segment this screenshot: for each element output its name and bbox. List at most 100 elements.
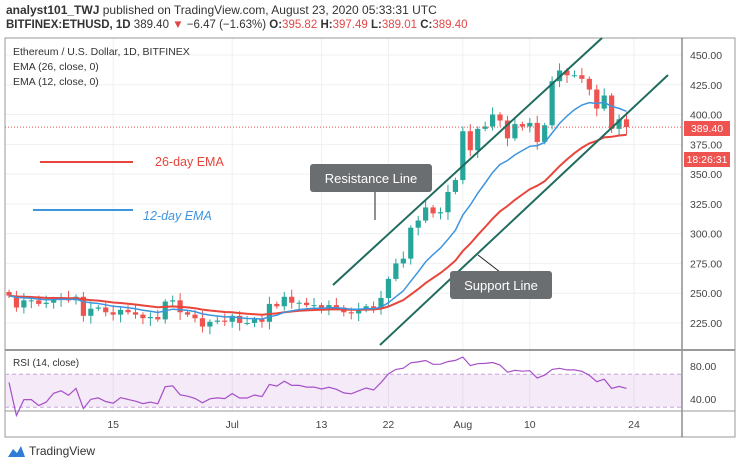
candle[interactable] bbox=[542, 122, 548, 145]
candle-body bbox=[259, 319, 265, 322]
candle[interactable] bbox=[356, 302, 362, 322]
candle[interactable] bbox=[13, 290, 20, 312]
candle[interactable] bbox=[259, 314, 265, 328]
candle[interactable] bbox=[527, 118, 533, 133]
y-tick-label: 275.00 bbox=[690, 258, 722, 270]
candle[interactable] bbox=[28, 297, 34, 309]
candle-body bbox=[132, 312, 139, 315]
candle-body bbox=[326, 305, 332, 308]
candle[interactable] bbox=[274, 301, 280, 309]
resistance-label: Resistance Line bbox=[325, 171, 418, 186]
candle-body bbox=[579, 75, 585, 79]
candle-body bbox=[512, 124, 518, 139]
candle-body bbox=[110, 312, 116, 315]
candle[interactable] bbox=[460, 126, 466, 185]
candle[interactable] bbox=[95, 305, 101, 312]
candle[interactable] bbox=[207, 319, 213, 335]
candle[interactable] bbox=[467, 124, 473, 157]
candle[interactable] bbox=[445, 184, 451, 220]
candle-body bbox=[170, 300, 176, 302]
candle[interactable] bbox=[385, 276, 392, 306]
author[interactable]: analyst101_TWJ bbox=[6, 3, 100, 17]
candle[interactable] bbox=[408, 225, 414, 265]
candle[interactable] bbox=[549, 76, 555, 130]
l-label: L: bbox=[370, 19, 382, 31]
candle[interactable] bbox=[400, 251, 406, 268]
candle[interactable] bbox=[237, 311, 243, 331]
y-tick-label: 375.00 bbox=[690, 139, 722, 151]
candle[interactable] bbox=[304, 297, 310, 308]
candle[interactable] bbox=[281, 292, 287, 311]
countdown-text: 18:26:31 bbox=[687, 154, 728, 166]
candle[interactable] bbox=[616, 114, 622, 135]
candle[interactable] bbox=[623, 112, 630, 135]
candle[interactable] bbox=[214, 315, 220, 325]
candle[interactable] bbox=[244, 315, 250, 326]
candle[interactable] bbox=[497, 112, 503, 127]
candle[interactable] bbox=[118, 307, 124, 323]
rsi-tick-label: 80.00 bbox=[690, 361, 716, 373]
candle[interactable] bbox=[311, 297, 317, 310]
candle[interactable] bbox=[512, 116, 518, 141]
candle[interactable] bbox=[296, 300, 302, 311]
candle[interactable] bbox=[222, 313, 228, 326]
candle[interactable] bbox=[370, 301, 377, 313]
candle[interactable] bbox=[393, 258, 399, 282]
candle-body bbox=[147, 317, 153, 319]
candle-body bbox=[140, 314, 146, 319]
candle-body bbox=[28, 300, 34, 302]
candle[interactable] bbox=[65, 290, 72, 303]
candle[interactable] bbox=[594, 84, 600, 117]
candle[interactable] bbox=[571, 70, 578, 78]
support-label-box[interactable] bbox=[450, 271, 552, 299]
candle[interactable] bbox=[452, 177, 458, 195]
candle[interactable] bbox=[132, 305, 139, 319]
candle[interactable] bbox=[490, 107, 496, 131]
publish-text: published on TradingView.com, August 23,… bbox=[102, 3, 437, 17]
candle-body bbox=[155, 317, 161, 320]
candle[interactable] bbox=[579, 68, 585, 83]
candle[interactable] bbox=[534, 115, 540, 150]
candle-body bbox=[393, 263, 399, 279]
y-tick-label: 300.00 bbox=[690, 229, 722, 241]
candle[interactable] bbox=[140, 312, 146, 325]
candle[interactable] bbox=[601, 88, 607, 111]
candle-body bbox=[103, 307, 109, 313]
candle-body bbox=[534, 122, 540, 142]
support-trendline[interactable] bbox=[379, 74, 669, 346]
candle[interactable] bbox=[125, 305, 131, 315]
candle[interactable] bbox=[289, 289, 295, 309]
resistance-trendline[interactable] bbox=[332, 37, 603, 286]
tradingview-logo[interactable]: TradingView bbox=[6, 444, 95, 458]
rsi-legend[interactable]: RSI (14, close) bbox=[13, 358, 79, 369]
candle-body bbox=[370, 306, 377, 309]
candle-body bbox=[184, 312, 191, 315]
resistance-label-box[interactable] bbox=[310, 164, 432, 192]
candle[interactable] bbox=[519, 121, 525, 131]
candle[interactable] bbox=[229, 313, 235, 328]
candle[interactable] bbox=[504, 115, 511, 147]
candle[interactable] bbox=[80, 292, 86, 322]
candle-body bbox=[21, 300, 27, 308]
candle[interactable] bbox=[88, 301, 94, 324]
candle[interactable] bbox=[423, 200, 429, 223]
candle[interactable] bbox=[586, 76, 592, 96]
candle[interactable] bbox=[437, 207, 444, 220]
candle[interactable] bbox=[378, 290, 384, 315]
ema26-legend[interactable]: EMA (26, close, 0) bbox=[13, 61, 99, 73]
candle[interactable] bbox=[341, 305, 347, 317]
support-label: Support Line bbox=[464, 278, 538, 293]
candle[interactable] bbox=[415, 215, 421, 236]
candle-body bbox=[378, 297, 384, 309]
candle[interactable] bbox=[110, 305, 116, 321]
ema12-legend[interactable]: EMA (12, close, 0) bbox=[13, 76, 99, 88]
candle[interactable] bbox=[482, 121, 488, 132]
candle[interactable] bbox=[609, 93, 615, 134]
candle[interactable] bbox=[147, 312, 153, 326]
candle-body bbox=[266, 303, 272, 322]
open-value: 395.82 bbox=[282, 19, 318, 31]
candle-body bbox=[594, 89, 600, 109]
candle-body bbox=[118, 309, 124, 315]
candle[interactable] bbox=[430, 205, 436, 218]
